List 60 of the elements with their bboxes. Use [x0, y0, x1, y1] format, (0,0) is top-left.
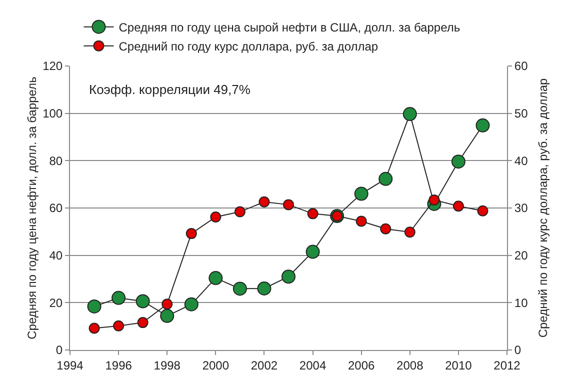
point: [452, 200, 464, 212]
point: [428, 194, 440, 206]
point: [113, 320, 124, 332]
x-tick-label: 1998: [154, 358, 181, 372]
legend-label: Средний по году курс доллара, руб. за доллар: [118, 40, 378, 54]
point: [88, 322, 100, 334]
point: [402, 107, 417, 122]
point: [208, 271, 223, 286]
x-tick-label: 2006: [348, 358, 375, 372]
point: [136, 294, 150, 308]
point: [210, 211, 222, 222]
point: [306, 244, 320, 259]
x-tick-label: 1994: [56, 358, 84, 372]
y-tick-label: 60: [49, 201, 63, 216]
y-axis-title: Средняя по году цена нефти, долл. за баррель: [25, 76, 39, 340]
point: [137, 317, 148, 328]
x-tick-label: 1996: [105, 358, 132, 372]
point: [380, 223, 392, 234]
point: [257, 281, 272, 296]
x-tick-label: 2012: [494, 358, 521, 372]
x-tick-label: 2008: [396, 358, 424, 372]
point: [477, 205, 488, 216]
y2-axis-title: Средний по году курс доллара, руб. за доллар: [536, 78, 550, 338]
point: [282, 270, 296, 284]
y-tick-label: 120: [42, 59, 63, 74]
point: [354, 186, 368, 201]
point: [283, 199, 294, 210]
point: [378, 172, 393, 186]
point: [404, 226, 416, 238]
point: [112, 290, 126, 305]
point: [234, 206, 246, 218]
y2-tick-label: 0: [514, 343, 522, 358]
y2-tick-label: 20: [514, 248, 528, 263]
x-tick-label: 2002: [250, 358, 278, 372]
point: [232, 282, 247, 296]
point: [356, 216, 367, 227]
legend-label: Средняя по году цена сырой нефти в США, долл. за баррель: [118, 20, 460, 34]
point: [476, 118, 490, 132]
y2-tick-label: 10: [514, 296, 528, 310]
point: [186, 228, 197, 240]
x-tick-label: 2010: [445, 358, 472, 372]
y-tick-label: 100: [42, 106, 63, 121]
y2-tick-label: 40: [514, 154, 528, 168]
y2-tick-label: 30: [514, 201, 528, 216]
y-tick-label: 80: [49, 154, 63, 168]
y2-tick-label: 60: [514, 59, 528, 74]
x-tick-label: 2000: [202, 358, 230, 372]
x-tick-label: 2004: [299, 358, 326, 372]
y-tick-label: 40: [49, 248, 63, 263]
point: [162, 298, 173, 310]
y2-tick-label: 50: [514, 106, 528, 121]
point: [258, 196, 270, 208]
point: [307, 208, 318, 220]
point: [451, 154, 466, 169]
annotation: Коэфф. корреляции 49,7%: [89, 82, 251, 97]
point: [184, 297, 198, 312]
y-tick-label: 0: [56, 343, 63, 358]
point: [160, 308, 174, 323]
y-tick-label: 20: [49, 296, 63, 310]
point: [87, 299, 102, 314]
